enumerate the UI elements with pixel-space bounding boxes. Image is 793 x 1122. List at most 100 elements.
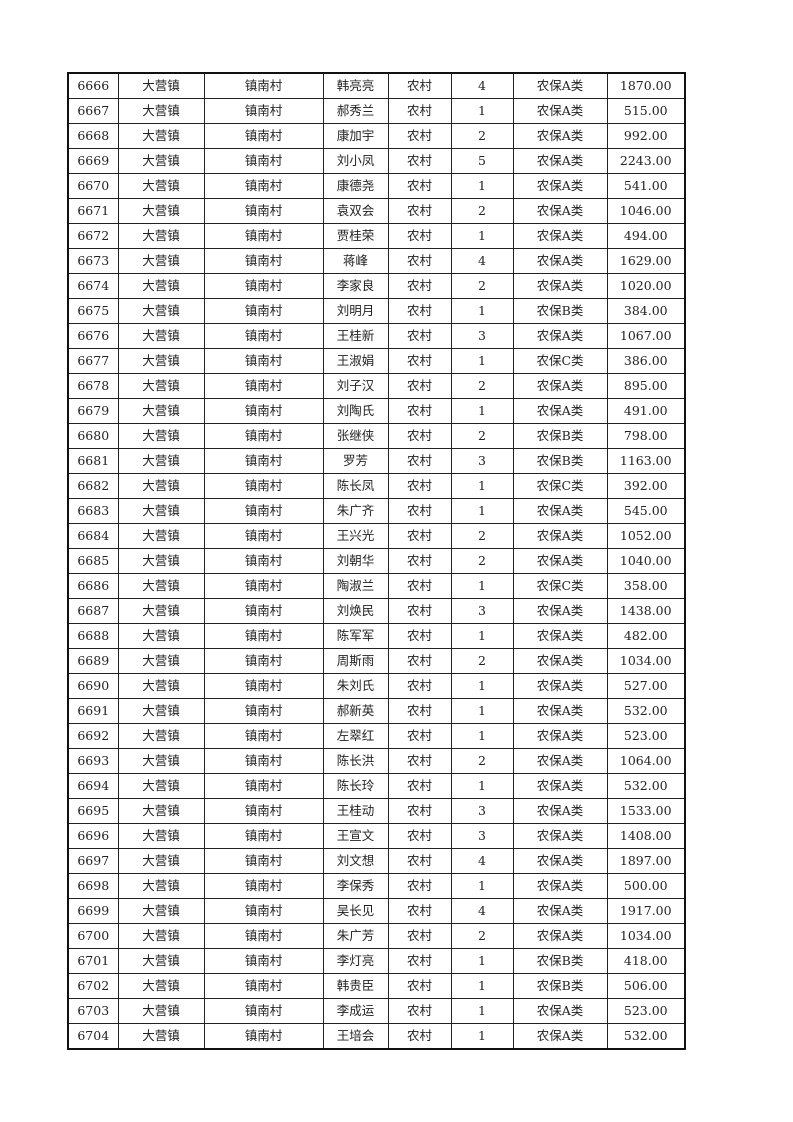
amount-cell: 1917.00 bbox=[606, 898, 686, 924]
amount-cell: 1438.00 bbox=[606, 598, 686, 624]
village-cell: 镇南村 bbox=[203, 798, 324, 824]
row-number-cell: 6700 bbox=[67, 923, 119, 949]
amount-cell: 358.00 bbox=[606, 573, 686, 599]
town-cell: 大营镇 bbox=[117, 173, 205, 199]
household-type-cell: 农村 bbox=[387, 998, 452, 1024]
town-cell: 大营镇 bbox=[117, 398, 205, 424]
town-cell: 大营镇 bbox=[117, 648, 205, 674]
household-type-cell: 农村 bbox=[387, 373, 452, 399]
member-count-cell: 2 bbox=[450, 523, 514, 549]
insurance-category-cell: 农保A类 bbox=[512, 798, 608, 824]
insurance-category-cell: 农保A类 bbox=[512, 998, 608, 1024]
table-row: 6676 大营镇 镇南村 王桂新 农村 3 农保A类 1067.00 bbox=[67, 323, 686, 349]
amount-cell: 384.00 bbox=[606, 298, 686, 324]
amount-cell: 1052.00 bbox=[606, 523, 686, 549]
town-cell: 大营镇 bbox=[117, 98, 205, 124]
town-cell: 大营镇 bbox=[117, 448, 205, 474]
member-count-cell: 1 bbox=[450, 773, 514, 799]
village-cell: 镇南村 bbox=[203, 223, 324, 249]
table-row: 6693 大营镇 镇南村 陈长洪 农村 2 农保A类 1064.00 bbox=[67, 748, 686, 774]
household-type-cell: 农村 bbox=[387, 148, 452, 174]
table-row: 6699 大营镇 镇南村 吴长见 农村 4 农保A类 1917.00 bbox=[67, 898, 686, 924]
household-type-cell: 农村 bbox=[387, 598, 452, 624]
person-name-cell: 郝秀兰 bbox=[322, 98, 389, 124]
household-type-cell: 农村 bbox=[387, 223, 452, 249]
member-count-cell: 3 bbox=[450, 323, 514, 349]
row-number-cell: 6667 bbox=[67, 98, 119, 124]
village-cell: 镇南村 bbox=[203, 423, 324, 449]
amount-cell: 1629.00 bbox=[606, 248, 686, 274]
member-count-cell: 1 bbox=[450, 173, 514, 199]
household-type-cell: 农村 bbox=[387, 623, 452, 649]
person-name-cell: 张继侠 bbox=[322, 423, 389, 449]
village-cell: 镇南村 bbox=[203, 373, 324, 399]
household-type-cell: 农村 bbox=[387, 348, 452, 374]
member-count-cell: 1 bbox=[450, 623, 514, 649]
table-row: 6689 大营镇 镇南村 周斯雨 农村 2 农保A类 1034.00 bbox=[67, 648, 686, 674]
row-number-cell: 6691 bbox=[67, 698, 119, 724]
table-row: 6675 大营镇 镇南村 刘明月 农村 1 农保B类 384.00 bbox=[67, 298, 686, 324]
row-number-cell: 6668 bbox=[67, 123, 119, 149]
insurance-category-cell: 农保B类 bbox=[512, 973, 608, 999]
insurance-category-cell: 农保A类 bbox=[512, 273, 608, 299]
town-cell: 大营镇 bbox=[117, 748, 205, 774]
village-cell: 镇南村 bbox=[203, 473, 324, 499]
row-number-cell: 6695 bbox=[67, 798, 119, 824]
person-name-cell: 刘子汉 bbox=[322, 373, 389, 399]
town-cell: 大营镇 bbox=[117, 248, 205, 274]
row-number-cell: 6696 bbox=[67, 823, 119, 849]
member-count-cell: 4 bbox=[450, 848, 514, 874]
table-body: 6666 大营镇 镇南村 韩亮亮 农村 4 农保A类 1870.00 6667 大营镇 镇南村 郝秀兰… bbox=[67, 72, 686, 1050]
village-cell: 镇南村 bbox=[203, 148, 324, 174]
person-name-cell: 蒋峰 bbox=[322, 248, 389, 274]
row-number-cell: 6701 bbox=[67, 948, 119, 974]
town-cell: 大营镇 bbox=[117, 273, 205, 299]
household-type-cell: 农村 bbox=[387, 773, 452, 799]
insurance-category-cell: 农保A类 bbox=[512, 223, 608, 249]
household-type-cell: 农村 bbox=[387, 798, 452, 824]
village-cell: 镇南村 bbox=[203, 398, 324, 424]
amount-cell: 527.00 bbox=[606, 673, 686, 699]
row-number-cell: 6703 bbox=[67, 998, 119, 1024]
amount-cell: 1020.00 bbox=[606, 273, 686, 299]
town-cell: 大营镇 bbox=[117, 723, 205, 749]
person-name-cell: 王淑娟 bbox=[322, 348, 389, 374]
row-number-cell: 6670 bbox=[67, 173, 119, 199]
amount-cell: 1046.00 bbox=[606, 198, 686, 224]
household-type-cell: 农村 bbox=[387, 498, 452, 524]
household-type-cell: 农村 bbox=[387, 523, 452, 549]
table-row: 6703 大营镇 镇南村 李成运 农村 1 农保A类 523.00 bbox=[67, 998, 686, 1024]
member-count-cell: 1 bbox=[450, 98, 514, 124]
amount-cell: 798.00 bbox=[606, 423, 686, 449]
member-count-cell: 1 bbox=[450, 298, 514, 324]
insurance-category-cell: 农保A类 bbox=[512, 898, 608, 924]
member-count-cell: 4 bbox=[450, 72, 514, 99]
member-count-cell: 3 bbox=[450, 448, 514, 474]
table-row: 6685 大营镇 镇南村 刘朝华 农村 2 农保A类 1040.00 bbox=[67, 548, 686, 574]
table-row: 6700 大营镇 镇南村 朱广芳 农村 2 农保A类 1034.00 bbox=[67, 923, 686, 949]
insurance-category-cell: 农保A类 bbox=[512, 823, 608, 849]
table-row: 6686 大营镇 镇南村 陶淑兰 农村 1 农保C类 358.00 bbox=[67, 573, 686, 599]
table-row: 6677 大营镇 镇南村 王淑娟 农村 1 农保C类 386.00 bbox=[67, 348, 686, 374]
village-cell: 镇南村 bbox=[203, 248, 324, 274]
amount-cell: 532.00 bbox=[606, 773, 686, 799]
insurance-category-cell: 农保A类 bbox=[512, 523, 608, 549]
village-cell: 镇南村 bbox=[203, 448, 324, 474]
town-cell: 大营镇 bbox=[117, 873, 205, 899]
person-name-cell: 王桂动 bbox=[322, 798, 389, 824]
member-count-cell: 1 bbox=[450, 973, 514, 999]
person-name-cell: 李保秀 bbox=[322, 873, 389, 899]
member-count-cell: 1 bbox=[450, 1023, 514, 1050]
table-row: 6680 大营镇 镇南村 张继侠 农村 2 农保B类 798.00 bbox=[67, 423, 686, 449]
village-cell: 镇南村 bbox=[203, 698, 324, 724]
person-name-cell: 朱广芳 bbox=[322, 923, 389, 949]
village-cell: 镇南村 bbox=[203, 1023, 324, 1050]
insurance-category-cell: 农保A类 bbox=[512, 248, 608, 274]
town-cell: 大营镇 bbox=[117, 198, 205, 224]
person-name-cell: 朱广齐 bbox=[322, 498, 389, 524]
household-type-cell: 农村 bbox=[387, 1023, 452, 1050]
village-cell: 镇南村 bbox=[203, 923, 324, 949]
town-cell: 大营镇 bbox=[117, 948, 205, 974]
insurance-category-cell: 农保A类 bbox=[512, 323, 608, 349]
member-count-cell: 2 bbox=[450, 423, 514, 449]
